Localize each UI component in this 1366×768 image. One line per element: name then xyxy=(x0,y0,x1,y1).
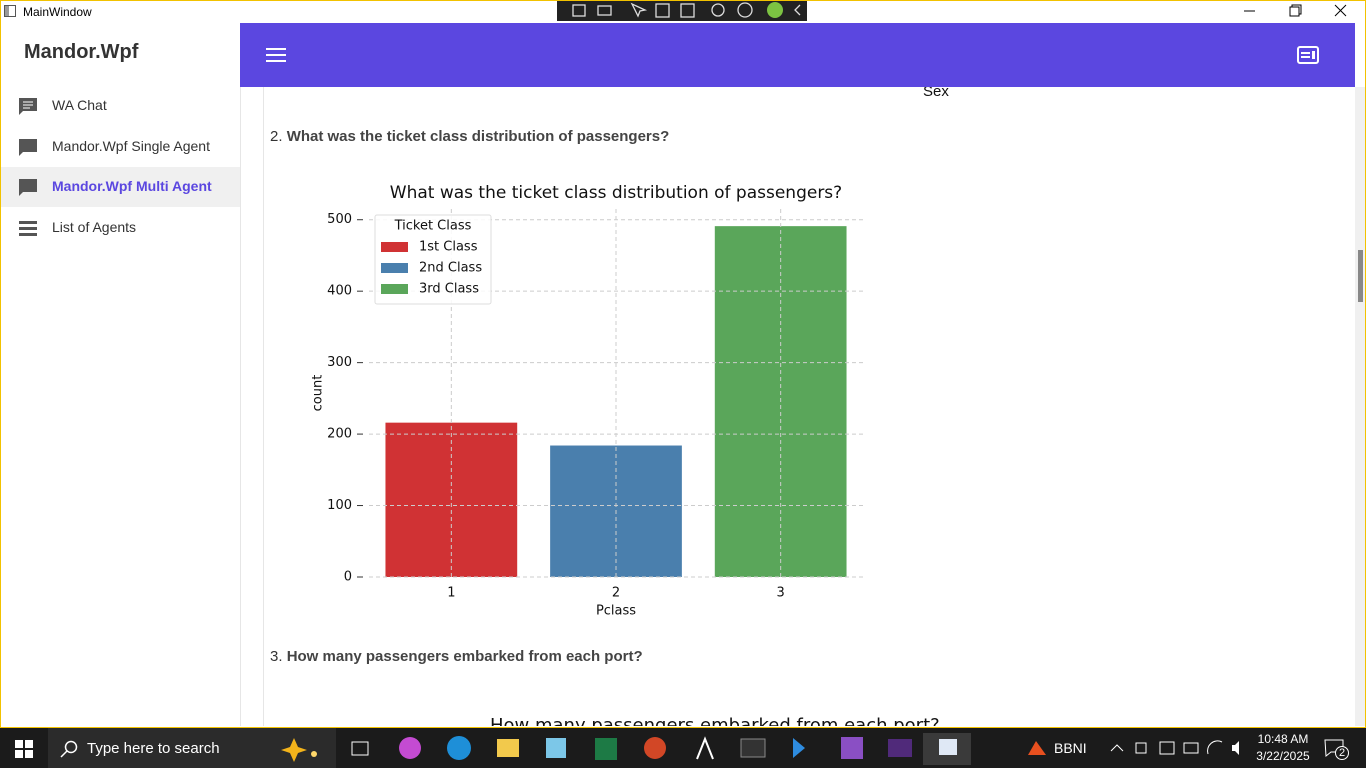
question-text: How many passengers embarked from each p… xyxy=(286,648,643,665)
debug-toolbar[interactable] xyxy=(557,0,807,21)
menu-button[interactable] xyxy=(266,47,286,63)
chat-icon xyxy=(19,98,37,115)
question-number: 2. xyxy=(270,128,283,145)
list-icon xyxy=(19,221,37,236)
window-title: MainWindow xyxy=(23,5,92,19)
taskbar: Type here to search BBNI 10:48 AM 3/22/2… xyxy=(0,728,1366,768)
nav-label: List of Agents xyxy=(52,219,137,235)
copilot-decoration xyxy=(281,738,317,762)
nav-item[interactable]: List of Agents xyxy=(0,208,240,248)
legend-label: 2nd Class xyxy=(419,261,482,276)
chat-icon xyxy=(19,139,37,156)
legend: Ticket Class 1st Class 2nd Class 3rd Class xyxy=(374,214,492,305)
start-button[interactable] xyxy=(15,740,33,758)
tray-app-icon[interactable] xyxy=(1026,739,1048,757)
nav-label: Mandor.Wpf Multi Agent xyxy=(52,178,212,194)
title-bar: MainWindow xyxy=(0,0,1366,23)
sidebar: Mandor.Wpf WA Chat Mandor.Wpf Single Age… xyxy=(0,23,241,726)
tray-label: BBNI xyxy=(1054,740,1087,756)
x-tick-label: 1 xyxy=(447,586,455,601)
scrollbar[interactable] xyxy=(1355,87,1366,726)
legend-swatch xyxy=(381,242,408,252)
nav-label: WA Chat xyxy=(52,97,107,113)
x-axis-label: Pclass xyxy=(596,604,636,619)
window-controls[interactable] xyxy=(1236,3,1361,19)
y-tick-label: 100 xyxy=(327,498,352,513)
y-axis-label: count xyxy=(311,375,326,412)
legend-box xyxy=(374,214,492,305)
question: 2. What was the ticket class distributio… xyxy=(270,128,669,145)
next-chart-title: How many passengers embarked from each p… xyxy=(490,715,940,726)
question-number: 3. xyxy=(270,648,283,665)
notification-count: 2 xyxy=(1335,746,1350,760)
chart: What was the ticket class distribution o… xyxy=(311,183,863,619)
toolbar-icons xyxy=(572,2,801,18)
clock-date: 3/22/2025 xyxy=(1256,749,1310,763)
chart-title: What was the ticket class distribution o… xyxy=(390,183,842,203)
question: 3. How many passengers embarked from eac… xyxy=(270,648,643,665)
y-tick-label: 0 xyxy=(344,570,352,585)
legend-swatch xyxy=(381,284,408,294)
nav-item[interactable]: WA Chat xyxy=(0,86,240,126)
y-tick-label: 400 xyxy=(327,284,352,299)
app-header xyxy=(240,23,1355,87)
tray-icons[interactable] xyxy=(1108,738,1248,758)
y-tick-label: 200 xyxy=(327,427,352,442)
nav-item[interactable]: Mandor.Wpf Single Agent xyxy=(0,127,240,167)
legend-label: 1st Class xyxy=(419,240,478,255)
app-title: Mandor.Wpf xyxy=(24,41,139,63)
chat-content: Sex 2. What was the ticket class distrib… xyxy=(241,87,1355,726)
partial-axis-label: Sex xyxy=(923,87,949,100)
x-tick-label: 2 xyxy=(612,586,620,601)
nav-label: Mandor.Wpf Single Agent xyxy=(52,138,210,154)
y-tick-label: 500 xyxy=(327,212,352,227)
nav-item[interactable]: Mandor.Wpf Multi Agent xyxy=(0,167,240,207)
legend-title: Ticket Class xyxy=(394,219,472,234)
panel-button[interactable] xyxy=(1297,46,1319,64)
search-text: Type here to search xyxy=(87,740,220,757)
search-icon xyxy=(60,740,78,758)
clock-time: 10:48 AM xyxy=(1257,732,1309,746)
question-text: What was the ticket class distribution o… xyxy=(286,128,670,145)
search-box[interactable]: Type here to search xyxy=(48,728,336,768)
y-tick-label: 300 xyxy=(327,355,352,370)
grid-overlay xyxy=(369,209,863,578)
legend-label: 3rd Class xyxy=(419,282,479,297)
app-icon xyxy=(4,5,16,17)
x-tick-label: 3 xyxy=(777,586,785,601)
divider xyxy=(263,87,264,726)
pinned-apps[interactable] xyxy=(345,733,975,765)
scroll-thumb[interactable] xyxy=(1358,250,1363,302)
chat-icon xyxy=(19,179,37,196)
legend-swatch xyxy=(381,263,408,273)
